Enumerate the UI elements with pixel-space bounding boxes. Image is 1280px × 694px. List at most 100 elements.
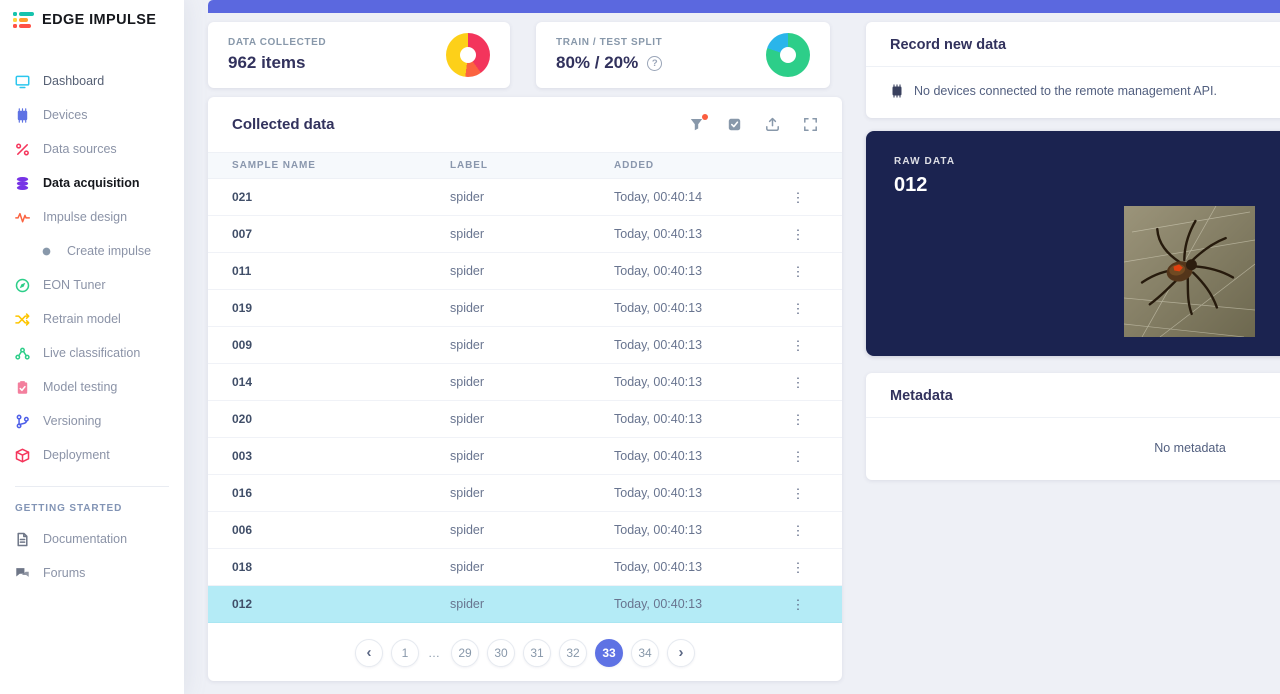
- cell-label: spider: [450, 560, 485, 574]
- row-menu-icon[interactable]: ⋮: [791, 559, 805, 575]
- sidebar-item-versioning[interactable]: Versioning: [0, 404, 184, 438]
- forums-icon: [15, 566, 30, 581]
- upload-icon[interactable]: [765, 117, 780, 132]
- pagination-page-29[interactable]: 29: [451, 639, 479, 667]
- table-row[interactable]: 021 spider Today, 00:40:14 ⋮: [208, 179, 842, 216]
- table-row[interactable]: 006 spider Today, 00:40:13 ⋮: [208, 512, 842, 549]
- metadata-title: Metadata: [866, 373, 1280, 418]
- cell-sample-name: 016: [232, 486, 253, 500]
- cell-label: spider: [450, 375, 485, 389]
- record-new-data-title: Record new data: [866, 22, 1280, 67]
- pagination-prev-button[interactable]: ‹: [355, 639, 383, 667]
- pagination: ‹ 1 … 29 30 31 32 33 34 ›: [208, 639, 842, 667]
- sidebar-item-documentation[interactable]: Documentation: [0, 522, 184, 556]
- pagination-ellipsis: …: [428, 646, 442, 660]
- sidebar-item-retrain-model[interactable]: Retrain model: [0, 302, 184, 336]
- sidebar-item-live-classification[interactable]: Live classification: [0, 336, 184, 370]
- help-icon[interactable]: ?: [647, 55, 663, 71]
- sidebar-item-forums[interactable]: Forums: [0, 556, 184, 590]
- cell-label: spider: [450, 597, 485, 611]
- edge-impulse-logo[interactable]: EDGE IMPULSE: [0, 0, 184, 40]
- cell-sample-name: 021: [232, 190, 253, 204]
- row-menu-icon[interactable]: ⋮: [791, 300, 805, 316]
- table-row[interactable]: 014 spider Today, 00:40:13 ⋮: [208, 364, 842, 401]
- table-header-row: SAMPLE NAME LABEL ADDED: [208, 152, 842, 179]
- raw-data-label: RAW DATA: [894, 156, 956, 167]
- select-icon[interactable]: [727, 117, 742, 132]
- table-row[interactable]: 019 spider Today, 00:40:13 ⋮: [208, 290, 842, 327]
- sidebar-item-impulse-design[interactable]: Impulse design: [0, 200, 184, 234]
- sidebar-item-model-testing[interactable]: Model testing: [0, 370, 184, 404]
- cell-added: Today, 00:40:13: [614, 264, 703, 278]
- cell-added: Today, 00:40:13: [614, 597, 703, 611]
- no-devices-message: No devices connected to the remote manag…: [914, 84, 1217, 98]
- table-row[interactable]: 003 spider Today, 00:40:13 ⋮: [208, 438, 842, 475]
- cell-sample-name: 018: [232, 560, 253, 574]
- table-row[interactable]: 016 spider Today, 00:40:13 ⋮: [208, 475, 842, 512]
- table-row[interactable]: 012 spider Today, 00:40:13 ⋮: [208, 586, 842, 623]
- cell-label: spider: [450, 227, 485, 241]
- row-menu-icon[interactable]: ⋮: [791, 189, 805, 205]
- column-sample-name: SAMPLE NAME: [232, 160, 316, 171]
- expand-icon[interactable]: [803, 117, 818, 132]
- row-menu-icon[interactable]: ⋮: [791, 485, 805, 501]
- sidebar-nav-secondary: Documentation Forums: [0, 522, 184, 590]
- pagination-page-1[interactable]: 1: [391, 639, 419, 667]
- collected-data-title: Collected data: [232, 116, 335, 133]
- row-menu-icon[interactable]: ⋮: [791, 263, 805, 279]
- pagination-page-30[interactable]: 30: [487, 639, 515, 667]
- row-menu-icon[interactable]: ⋮: [791, 411, 805, 427]
- filter-alert-dot: [702, 114, 708, 120]
- sidebar-item-create-impulse[interactable]: Create impulse: [0, 234, 184, 268]
- cell-sample-name: 014: [232, 375, 253, 389]
- row-menu-icon[interactable]: ⋮: [791, 522, 805, 538]
- chip-icon: [15, 107, 30, 123]
- cell-label: spider: [450, 301, 485, 315]
- table-row[interactable]: 011 spider Today, 00:40:13 ⋮: [208, 253, 842, 290]
- cell-label: spider: [450, 486, 485, 500]
- sidebar-item-data-sources[interactable]: Data sources: [0, 132, 184, 166]
- monitor-icon: [15, 74, 30, 89]
- sidebar-item-deployment[interactable]: Deployment: [0, 438, 184, 472]
- cell-sample-name: 012: [232, 597, 253, 611]
- pagination-next-button[interactable]: ›: [667, 639, 695, 667]
- sidebar-item-dashboard[interactable]: Dashboard: [0, 64, 184, 98]
- collected-data-toolbar: [689, 114, 818, 132]
- raw-data-card: RAW DATA 012: [866, 131, 1280, 356]
- row-menu-icon[interactable]: ⋮: [791, 448, 805, 464]
- waveform-icon: [15, 210, 30, 225]
- cell-label: spider: [450, 523, 485, 537]
- notification-banner: [208, 0, 1280, 13]
- sidebar-item-data-acquisition[interactable]: Data acquisition: [0, 166, 184, 200]
- data-collected-donut-chart: [446, 33, 490, 77]
- table-row[interactable]: 020 spider Today, 00:40:13 ⋮: [208, 401, 842, 438]
- table-row[interactable]: 007 spider Today, 00:40:13 ⋮: [208, 216, 842, 253]
- spider-image: [1124, 206, 1255, 337]
- table-row[interactable]: 018 spider Today, 00:40:13 ⋮: [208, 549, 842, 586]
- pagination-page-31[interactable]: 31: [523, 639, 551, 667]
- row-menu-icon[interactable]: ⋮: [791, 226, 805, 242]
- pagination-page-34[interactable]: 34: [631, 639, 659, 667]
- sidebar-divider: [15, 486, 169, 487]
- no-metadata-message: No metadata: [1154, 441, 1226, 455]
- sidebar-item-devices[interactable]: Devices: [0, 98, 184, 132]
- table-row[interactable]: 009 spider Today, 00:40:13 ⋮: [208, 327, 842, 364]
- getting-started-label: GETTING STARTED: [15, 503, 123, 514]
- cell-label: spider: [450, 190, 485, 204]
- branch-icon: [15, 414, 30, 429]
- row-menu-icon[interactable]: ⋮: [791, 596, 805, 612]
- cell-added: Today, 00:40:13: [614, 560, 703, 574]
- cell-label: spider: [450, 264, 485, 278]
- compass-icon: [15, 278, 30, 293]
- table-body: 021 spider Today, 00:40:14 ⋮ 007 spider …: [208, 179, 842, 623]
- pagination-page-32[interactable]: 32: [559, 639, 587, 667]
- pagination-page-33[interactable]: 33: [595, 639, 623, 667]
- cell-added: Today, 00:40:13: [614, 301, 703, 315]
- cell-added: Today, 00:40:13: [614, 486, 703, 500]
- row-menu-icon[interactable]: ⋮: [791, 374, 805, 390]
- column-added: ADDED: [614, 160, 655, 171]
- row-menu-icon[interactable]: ⋮: [791, 337, 805, 353]
- cell-sample-name: 020: [232, 412, 253, 426]
- filter-icon[interactable]: [689, 114, 708, 132]
- sidebar-item-eon-tuner[interactable]: EON Tuner: [0, 268, 184, 302]
